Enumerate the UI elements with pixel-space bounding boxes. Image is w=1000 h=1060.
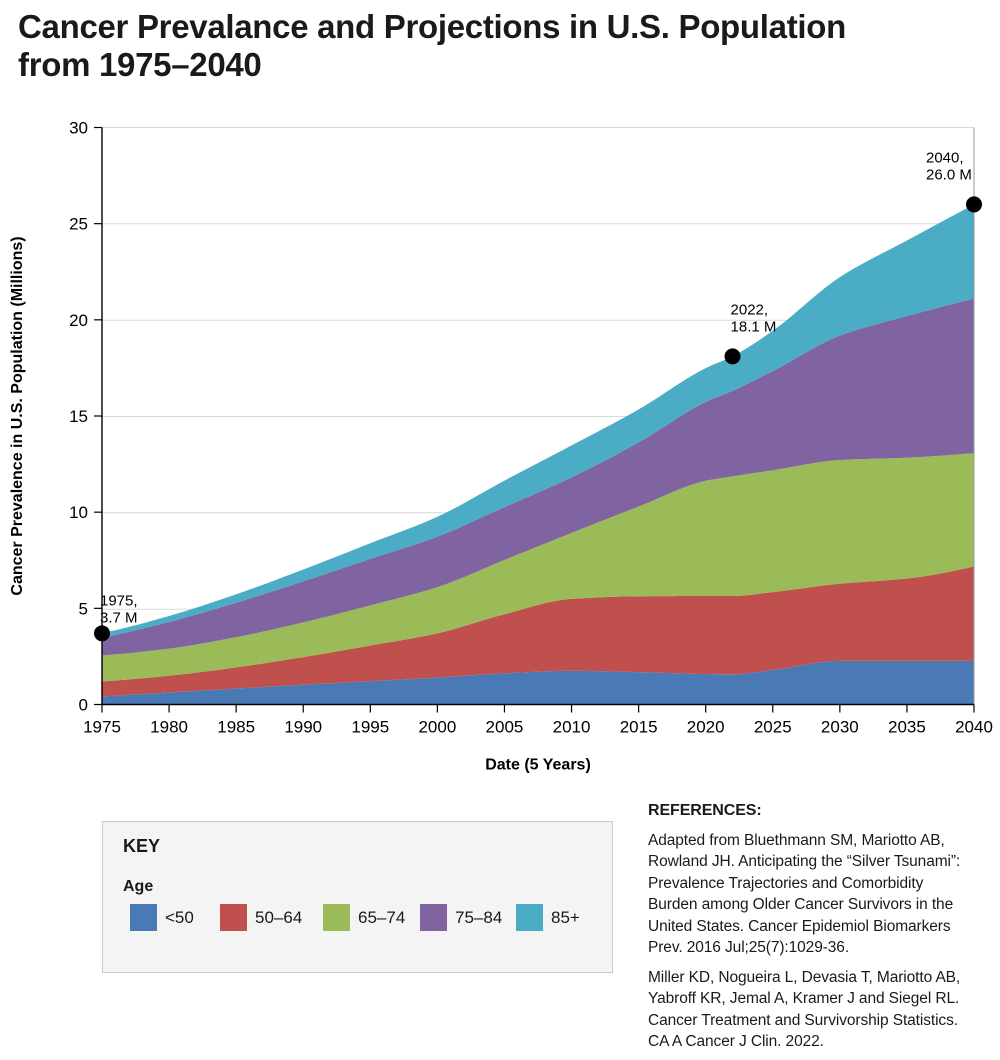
svg-text:2025: 2025 (754, 718, 792, 737)
svg-text:2005: 2005 (486, 718, 524, 737)
svg-text:18.1 M: 18.1 M (731, 318, 777, 335)
svg-text:1995: 1995 (351, 718, 389, 737)
svg-text:1975,: 1975, (100, 592, 138, 609)
svg-text:2020: 2020 (687, 718, 725, 737)
svg-text:2035: 2035 (888, 718, 926, 737)
svg-text:2000: 2000 (418, 718, 456, 737)
svg-text:3.7 M: 3.7 M (100, 609, 138, 626)
svg-text:1985: 1985 (217, 718, 255, 737)
svg-text:25: 25 (69, 215, 88, 234)
svg-text:5: 5 (79, 599, 88, 618)
svg-text:26.0 M: 26.0 M (926, 166, 972, 183)
svg-text:1990: 1990 (284, 718, 322, 737)
svg-text:1980: 1980 (150, 718, 188, 737)
svg-text:2015: 2015 (620, 718, 658, 737)
svg-text:Cancer Prevalence in U.S. Popu: Cancer Prevalence in U.S. Population (Mi… (9, 236, 26, 595)
svg-text:2022,: 2022, (731, 301, 769, 318)
svg-text:10: 10 (69, 503, 88, 522)
svg-text:1975: 1975 (83, 718, 121, 737)
svg-text:2010: 2010 (553, 718, 591, 737)
svg-text:20: 20 (69, 311, 88, 330)
svg-text:2030: 2030 (821, 718, 859, 737)
svg-text:Date (5 Years): Date (5 Years) (485, 757, 591, 774)
svg-text:0: 0 (79, 696, 88, 715)
svg-text:30: 30 (69, 119, 88, 138)
svg-text:15: 15 (69, 407, 88, 426)
svg-text:2040,: 2040, (926, 149, 964, 166)
svg-text:2040: 2040 (955, 718, 993, 737)
